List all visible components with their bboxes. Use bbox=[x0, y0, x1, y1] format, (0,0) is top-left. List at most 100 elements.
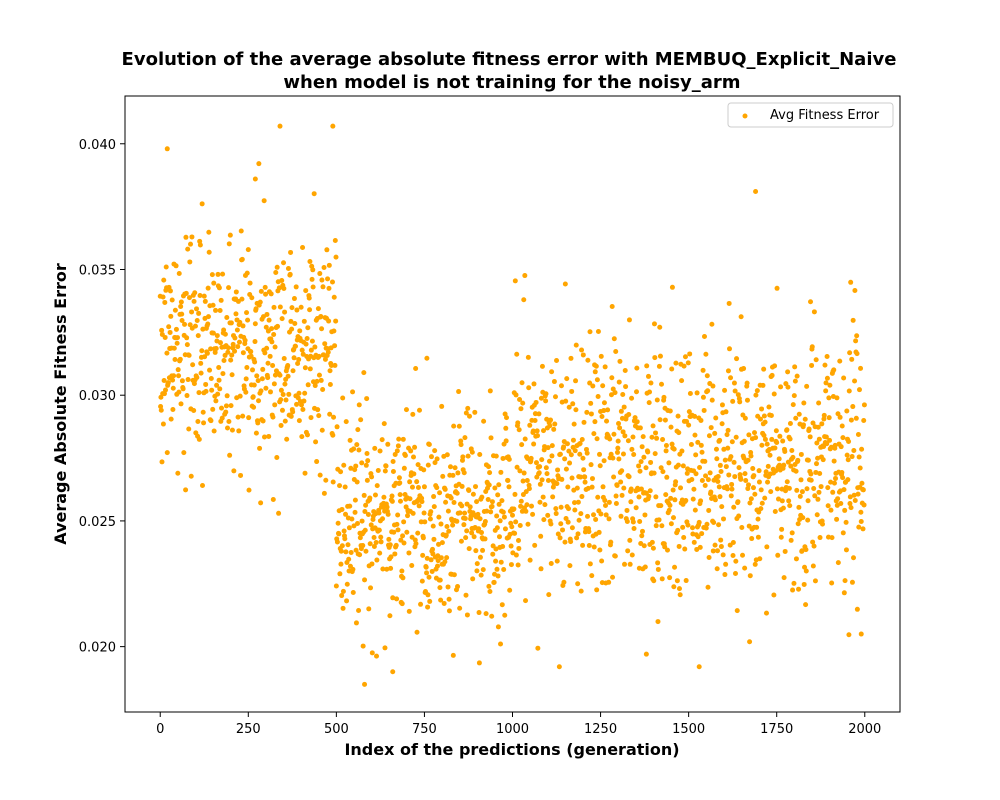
data-point bbox=[563, 466, 569, 472]
data-point bbox=[728, 493, 734, 499]
data-point bbox=[395, 512, 401, 518]
data-point bbox=[737, 399, 743, 405]
data-point bbox=[555, 467, 561, 473]
data-point bbox=[722, 457, 728, 463]
data-point bbox=[628, 499, 634, 505]
data-point bbox=[852, 498, 858, 504]
data-point bbox=[733, 434, 739, 440]
data-point bbox=[517, 468, 523, 474]
data-point bbox=[414, 629, 420, 635]
data-point bbox=[333, 583, 339, 589]
data-point bbox=[250, 394, 256, 400]
data-point bbox=[159, 327, 165, 333]
data-point bbox=[316, 413, 322, 419]
data-point bbox=[403, 407, 409, 413]
data-point bbox=[407, 496, 413, 502]
data-point bbox=[377, 550, 383, 556]
data-point bbox=[723, 561, 729, 567]
data-point bbox=[274, 454, 280, 460]
data-point bbox=[545, 478, 551, 484]
data-point bbox=[368, 585, 374, 591]
data-point bbox=[457, 605, 463, 611]
data-point bbox=[718, 469, 724, 475]
data-point bbox=[394, 448, 400, 454]
data-point bbox=[183, 290, 189, 296]
data-point bbox=[186, 426, 192, 432]
data-point bbox=[630, 434, 636, 440]
data-point bbox=[263, 291, 269, 297]
data-point bbox=[752, 561, 758, 567]
data-point bbox=[196, 436, 202, 442]
x-tick-label: 250 bbox=[236, 722, 261, 737]
data-point bbox=[232, 348, 238, 354]
data-point bbox=[634, 389, 639, 395]
data-point bbox=[240, 323, 246, 329]
data-point bbox=[637, 468, 643, 474]
data-point bbox=[229, 372, 235, 378]
data-point bbox=[680, 463, 686, 469]
data-point bbox=[659, 381, 665, 387]
data-point bbox=[215, 391, 221, 397]
data-point bbox=[277, 123, 283, 129]
data-point bbox=[828, 507, 834, 513]
data-point bbox=[579, 437, 585, 442]
data-point bbox=[313, 439, 319, 445]
data-point bbox=[814, 461, 820, 467]
data-point bbox=[273, 270, 279, 276]
data-point bbox=[711, 520, 717, 526]
data-point bbox=[493, 453, 499, 459]
data-point bbox=[666, 460, 672, 466]
data-point bbox=[577, 441, 583, 447]
data-point bbox=[431, 536, 437, 542]
data-point bbox=[396, 475, 402, 481]
data-point bbox=[309, 276, 315, 282]
data-point bbox=[369, 474, 375, 480]
data-point bbox=[744, 397, 750, 403]
data-point bbox=[303, 288, 309, 294]
data-point bbox=[365, 458, 371, 464]
data-point bbox=[206, 229, 212, 235]
data-point bbox=[814, 440, 820, 446]
data-point bbox=[462, 435, 468, 441]
data-point bbox=[583, 446, 589, 452]
data-point bbox=[553, 506, 559, 512]
data-point bbox=[281, 286, 287, 292]
data-point bbox=[847, 501, 853, 507]
data-point bbox=[356, 447, 362, 453]
data-point bbox=[400, 575, 406, 581]
data-point bbox=[631, 525, 637, 531]
data-point bbox=[691, 539, 697, 545]
data-point bbox=[450, 652, 456, 658]
data-point bbox=[428, 454, 434, 460]
x-tick-label: 750 bbox=[412, 722, 437, 737]
data-point bbox=[310, 267, 316, 273]
data-point bbox=[638, 540, 644, 546]
data-point bbox=[489, 499, 495, 505]
data-point bbox=[513, 552, 519, 558]
data-point bbox=[446, 608, 452, 614]
data-point bbox=[612, 553, 618, 559]
data-point bbox=[230, 341, 236, 347]
data-point bbox=[682, 354, 688, 360]
data-point bbox=[755, 534, 761, 540]
data-point bbox=[524, 478, 530, 484]
data-point bbox=[641, 454, 647, 460]
data-point bbox=[736, 513, 742, 519]
data-point bbox=[611, 431, 617, 437]
data-point bbox=[588, 462, 594, 468]
data-point bbox=[687, 390, 693, 396]
data-point bbox=[498, 641, 504, 647]
data-point bbox=[513, 519, 519, 525]
data-point bbox=[285, 362, 291, 368]
data-point bbox=[764, 544, 770, 550]
data-point bbox=[577, 474, 583, 480]
data-point bbox=[171, 345, 177, 351]
data-point bbox=[558, 521, 564, 527]
data-point bbox=[463, 535, 469, 541]
data-point bbox=[459, 483, 465, 489]
data-point bbox=[317, 271, 323, 277]
data-point bbox=[243, 376, 249, 382]
data-point bbox=[269, 326, 275, 332]
x-tick-label: 1500 bbox=[672, 722, 705, 737]
data-point bbox=[334, 424, 340, 430]
